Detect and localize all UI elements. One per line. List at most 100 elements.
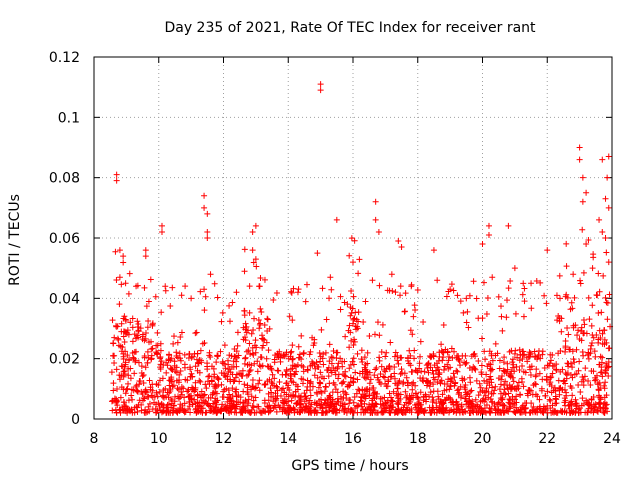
scatter-point-bg <box>602 366 609 373</box>
scatter-point-bg <box>414 394 421 401</box>
scatter-point-bg <box>258 308 265 315</box>
scatter-point-bg <box>242 337 249 344</box>
scatter-point-bg <box>263 355 270 362</box>
scatter-point-bg <box>153 389 160 396</box>
scatter-point-bg <box>509 393 516 400</box>
scatter-point-bg <box>277 358 284 365</box>
scatter-point-bg <box>498 303 504 310</box>
scatter-point-bg <box>401 370 408 377</box>
scatter-point <box>116 274 123 281</box>
scatter-point-bg <box>349 378 356 385</box>
scatter-point-bg <box>376 379 383 386</box>
scatter-point-bg <box>412 404 419 411</box>
scatter-point-bg <box>478 362 485 369</box>
scatter-point-bg <box>269 380 276 387</box>
scatter-point-bg <box>598 364 605 371</box>
scatter-point-bg <box>346 344 353 351</box>
scatter-point-bg <box>391 353 398 360</box>
scatter-point-bg <box>462 395 469 402</box>
scatter-point-bg <box>500 367 507 374</box>
scatter-point-bg <box>569 392 576 399</box>
scatter-point-bg <box>339 379 346 386</box>
scatter-point-bg <box>529 407 536 414</box>
scatter-point-bg <box>221 386 228 393</box>
scatter-point-bg <box>367 376 374 383</box>
scatter-point-bg <box>222 365 229 372</box>
scatter-point-bg <box>599 354 606 361</box>
scatter-point-bg <box>448 399 455 406</box>
scatter-point-bg <box>344 383 351 390</box>
scatter-point-bg <box>461 408 468 415</box>
scatter-point-bg <box>361 393 368 400</box>
scatter-point-bg <box>436 369 443 376</box>
scatter-point-bg <box>410 313 417 320</box>
scatter-point-bg <box>309 383 316 390</box>
scatter-point-bg <box>131 370 138 377</box>
scatter-point-bg <box>138 370 145 377</box>
x-tick-labels: 8 10 12 14 16 18 20 22 24 <box>90 431 621 447</box>
scatter-point-bg <box>164 389 171 396</box>
scatter-point-bg <box>142 406 149 413</box>
scatter-point-bg <box>551 362 558 369</box>
scatter-point-bg <box>602 294 609 301</box>
scatter-point-bg <box>351 394 358 401</box>
scatter-point-bg <box>125 397 132 404</box>
scatter-point-bg <box>210 389 217 396</box>
scatter-point-bg <box>142 388 149 395</box>
scatter-point-bg <box>322 349 329 356</box>
scatter-point-bg <box>557 295 564 302</box>
scatter-point <box>207 271 214 278</box>
scatter-point-bg <box>581 321 588 328</box>
scatter-point-bg <box>577 277 584 284</box>
scatter-point-bg <box>477 384 484 391</box>
scatter-point-bg <box>141 284 148 291</box>
scatter-point-bg <box>187 409 194 416</box>
scatter-point <box>369 277 376 284</box>
scatter-point-bg <box>298 332 305 339</box>
scatter-point-bg <box>192 363 199 370</box>
scatter-point-bg <box>219 360 226 367</box>
scatter-point <box>201 192 208 199</box>
scatter-point-bg <box>335 360 342 367</box>
scatter-point-bg <box>431 362 438 369</box>
scatter-point <box>576 156 583 163</box>
scatter-point-bg <box>129 338 136 345</box>
scatter-point-bg <box>235 392 242 399</box>
scatter-point <box>605 259 612 266</box>
scatter-point-bg <box>447 375 454 382</box>
scatter-point-bg <box>275 367 282 374</box>
scatter-point-bg <box>118 320 125 327</box>
scatter-point-bg <box>337 306 344 313</box>
scatter-point-bg <box>153 342 160 349</box>
scatter-point-bg <box>570 409 577 416</box>
scatter-point-bg <box>317 369 324 376</box>
scatter-point-bg <box>572 322 579 329</box>
scatter-point-bg <box>262 381 269 388</box>
scatter-point-bg <box>231 346 238 353</box>
scatter-point-bg <box>154 351 161 358</box>
scatter-point-bg <box>355 402 362 409</box>
scatter-point-bg <box>578 328 585 335</box>
scatter-point-bg <box>447 364 454 371</box>
scatter-point-bg <box>423 377 430 384</box>
scatter-point-bg <box>358 403 365 410</box>
scatter-point-bg <box>527 387 534 394</box>
scatter-point-bg <box>333 406 340 413</box>
scatter-point-bg <box>560 378 567 385</box>
scatter-point-bg <box>576 336 583 343</box>
scatter-point-bg <box>121 313 128 320</box>
scatter-point-bg <box>422 398 429 405</box>
scatter-point-bg <box>149 406 156 413</box>
scatter-point-bg <box>513 363 520 370</box>
scatter-point-bg <box>288 348 295 355</box>
scatter-point-bg <box>439 401 446 408</box>
scatter-point-bg <box>293 400 300 407</box>
scatter-point-bg <box>463 319 470 326</box>
scatter-point-bg <box>347 304 354 311</box>
scatter-point-bg <box>241 334 248 341</box>
scatter-point-bg <box>516 346 523 353</box>
x-axis-title: GPS time / hours <box>291 458 408 474</box>
scatter-point-bg <box>111 352 118 359</box>
scatter-point <box>583 241 590 248</box>
